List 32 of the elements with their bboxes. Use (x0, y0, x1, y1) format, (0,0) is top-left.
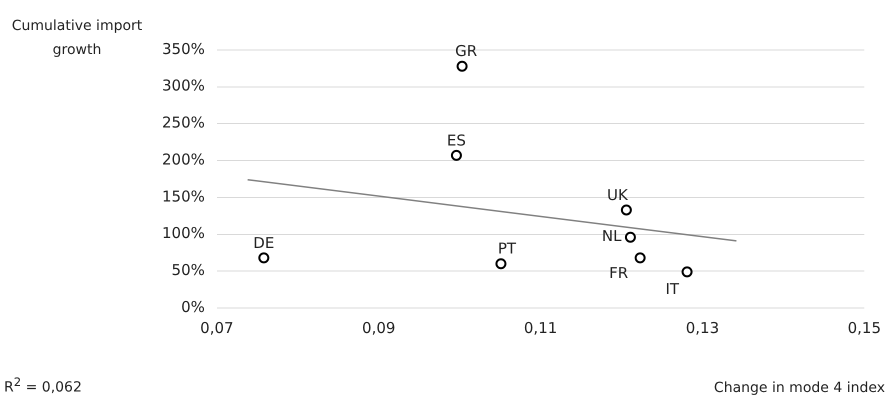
x-tick-label: 0,15 (848, 318, 882, 337)
point (682, 266, 693, 278)
annotation: IT (665, 280, 680, 298)
point (258, 252, 270, 264)
point (450, 150, 462, 161)
annotation: NL (602, 227, 622, 246)
annotation: DE (253, 234, 274, 252)
x-tick-label: 0,07 (200, 318, 234, 337)
x-tick-label: 0,13 (686, 318, 720, 337)
y-tick-label: 100% (162, 224, 205, 242)
annotation: FR (609, 264, 628, 282)
y-tick-label: 50% (172, 261, 205, 280)
y-tick-label: 350% (162, 40, 205, 58)
annotation: ES (446, 131, 466, 150)
y-tick-label: 150% (162, 187, 205, 206)
annotation: PT (498, 240, 517, 258)
text: R$^{2}$ = 0,062 (4, 375, 82, 396)
annotation: UK (606, 186, 629, 204)
y-tick-label: 200% (162, 150, 205, 168)
y-tick-label: 300% (162, 76, 205, 95)
x-tick-label: 0,09 (362, 318, 396, 337)
point (495, 258, 506, 270)
annotation: GR (455, 42, 478, 60)
x-axis-title: Change in mode 4 index (714, 380, 885, 396)
y-tick-label: 0% (181, 298, 205, 316)
point (456, 60, 468, 72)
point (634, 252, 646, 264)
x-tick-label: 0,11 (524, 318, 558, 337)
y-axis-title: Cumulative import growth (10, 17, 144, 60)
point (620, 204, 632, 216)
y-tick-label: 250% (162, 114, 205, 132)
point (624, 232, 636, 243)
